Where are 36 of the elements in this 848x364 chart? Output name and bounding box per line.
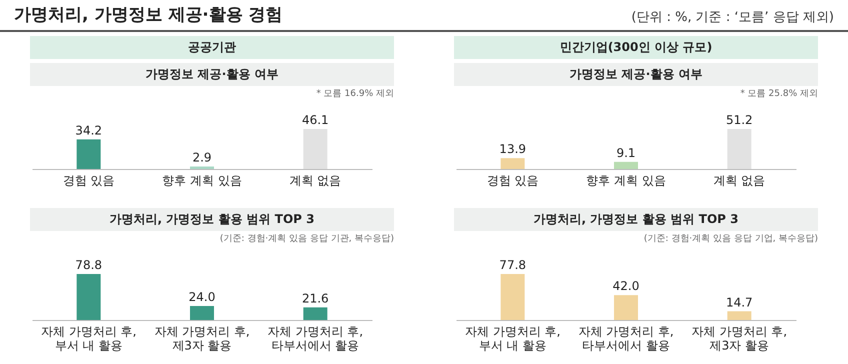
data-label: 2.9 <box>192 150 212 164</box>
text: * 모름 25.8% 제외 <box>739 88 818 99</box>
data-label: 21.6 <box>302 291 329 306</box>
data-label: 77.8 <box>499 258 526 272</box>
data-label: 78.8 <box>75 258 102 272</box>
data-label: 46.1 <box>302 113 329 127</box>
x-tick-label: 자체 가명처리 후, 제3자 활용 <box>692 324 788 352</box>
data-label: 13.9 <box>499 142 526 156</box>
text: * 모름 16.9% 제외 <box>315 88 394 99</box>
chart-subtitle: 가명정보 제공·활용 여부 <box>30 63 394 86</box>
x-tick-label: 계획 없음 <box>713 174 766 188</box>
x-tick-label: 자체 가명처리 후, 타부서에서 활용 <box>268 324 364 352</box>
text: (기준: 경험·계획 있음 응답 기업, 복수응답) <box>642 233 818 244</box>
x-tick-label: 경험 있음 <box>486 174 539 188</box>
text: (기준: 경험·계획 있음 응답 기관, 복수응답) <box>218 233 394 244</box>
data-label: 9.1 <box>616 146 636 160</box>
data-label: 24.0 <box>188 290 216 304</box>
data-label: 34.2 <box>75 123 102 138</box>
x-tick-label: 자체 가명처리 후, 타부서에서 활용 <box>578 324 674 352</box>
x-tick-label: 향후 계획 있음 <box>586 174 666 188</box>
chart-title: 공공기관 <box>30 36 394 59</box>
data-label: 42.0 <box>612 279 640 294</box>
x-tick-label: 계획 없음 <box>289 174 342 188</box>
chart-title: 민간기업(300인 이상 규모) <box>454 36 818 59</box>
data-label: 14.7 <box>726 295 753 310</box>
x-tick-label: 자체 가명처리 후, 제3자 활용 <box>154 324 250 352</box>
text: 가명처리, 가명정보 제공·활용 경험 <box>14 4 283 26</box>
x-tick-label: 자체 가명처리 후, 부서 내 활용 <box>40 324 136 352</box>
text: (단위 : %, 기준 : ‘모름’ 응답 제외) <box>631 9 834 26</box>
x-tick-label: 자체 가명처리 후, 부서 내 활용 <box>464 324 560 352</box>
chart-title: 가명처리, 가명정보 활용 범위 TOP 3 <box>30 208 394 231</box>
x-tick-label: 경험 있음 <box>62 174 115 188</box>
x-tick-label: 향후 계획 있음 <box>162 174 242 188</box>
data-label: 51.2 <box>726 113 753 127</box>
chart-subtitle: 가명정보 제공·활용 여부 <box>454 63 818 86</box>
chart-title: 가명처리, 가명정보 활용 범위 TOP 3 <box>454 208 818 231</box>
